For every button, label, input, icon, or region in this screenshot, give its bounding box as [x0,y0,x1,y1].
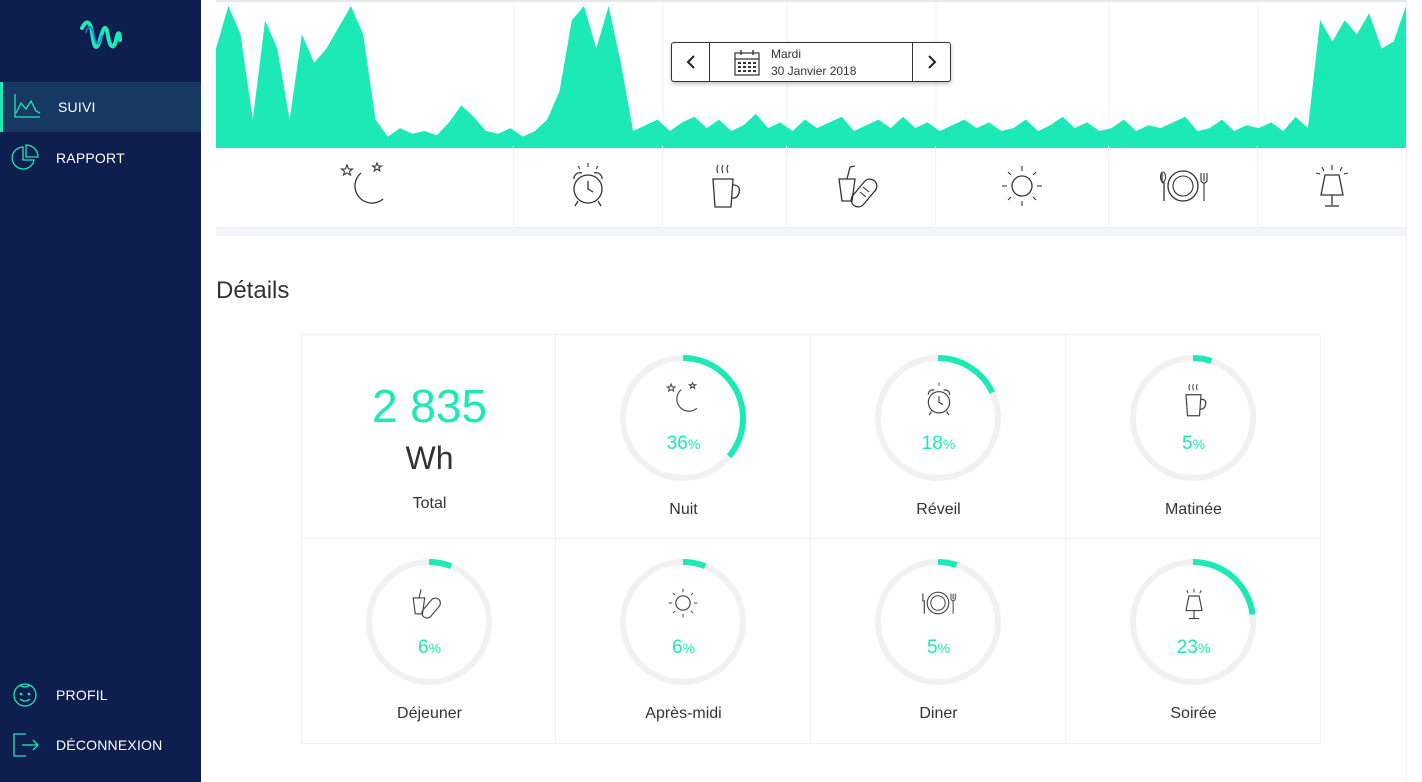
progress-ring [620,355,746,481]
alarm-clock-icon [927,382,951,416]
details-title: Détails [216,277,290,304]
percent-value: 5% [1181,433,1206,454]
period-cell-diner[interactable] [1109,146,1258,226]
period-cell-dejeuner[interactable] [787,146,936,226]
period-label: Après-midi [645,705,722,722]
progress-ring [620,559,746,685]
period-card-soiree[interactable]: 23% Soirée [1066,539,1321,744]
wave-logo-icon[interactable] [78,18,124,56]
date-picker-date: 30 Janvier 2018 [771,64,857,78]
lamp-icon [1315,165,1349,207]
consumption-area [216,6,1406,148]
percent-value: 36% [666,433,701,454]
moon-stars-icon [339,161,383,204]
logout-icon [13,733,39,757]
period-card-nuit[interactable]: 36% Nuit [556,334,811,539]
percent-value: 6% [671,637,696,658]
period-label: Réveil [916,501,961,518]
coffee-cup-icon [711,164,740,208]
progress-ring [1130,559,1256,685]
nav-label-rapport: RAPPORT [56,150,125,166]
moon-stars-icon [665,381,698,412]
period-label: Soirée [1170,705,1217,722]
total-value: 2 835 [371,380,488,432]
total-unit: Wh [405,440,454,476]
next-day-button[interactable] [912,43,950,81]
period-cell-soiree[interactable] [1258,146,1406,226]
date-picker-day: Mardi [771,47,802,61]
nav-item-rapport[interactable]: RAPPORT [0,133,201,183]
nav-label-deconnexion: DÉCONNEXION [56,737,163,753]
period-cell-reveil[interactable] [514,146,663,226]
period-label: Diner [919,705,958,722]
progress-ring [366,559,492,685]
consumption-panel [216,0,1406,228]
progress-ring [1130,355,1256,481]
total-label: Total [412,495,447,512]
period-card-diner[interactable]: 5% Diner [811,539,1066,744]
nav-item-deconnexion[interactable]: DÉCONNEXION [0,720,201,770]
period-card-apres-midi[interactable]: 6% Après-midi [556,539,811,744]
nav-label-profil: PROFIL [56,687,108,703]
percent-value: 23% [1176,637,1211,658]
nav-item-profil[interactable]: PROFIL [0,670,201,720]
total-card: 2 835 Wh Total [301,334,556,539]
period-label: Déjeuner [397,705,462,722]
previous-day-button[interactable] [672,43,710,81]
nav-label-suivi: SUIVI [58,99,96,115]
percent-value: 6% [417,637,442,658]
line-chart-icon [14,94,41,118]
plate-cutlery-icon [922,591,956,615]
period-label: Matinée [1165,501,1222,518]
period-label: Nuit [669,501,698,518]
coffee-cup-icon [1185,384,1207,417]
pie-chart-icon [11,144,39,170]
details-grid: 2 835 Wh Total 36% Nuit [301,334,1321,744]
right-scroll-gutter [1406,0,1422,782]
percent-value: 5% [926,637,951,658]
chevron-left-icon [686,55,695,69]
drink-sandwich-icon [838,165,878,208]
chevron-right-icon [927,55,936,69]
period-card-reveil[interactable]: 18% Réveil [811,334,1066,539]
period-icon-row [216,146,1406,228]
section-separator [216,228,1422,236]
sun-icon [668,588,698,618]
period-card-dejeuner[interactable]: 6% Déjeuner [301,539,556,744]
percent-value: 18% [921,433,956,454]
period-card-matinee[interactable]: 5% Matinée [1066,334,1321,539]
lamp-icon [1185,588,1203,620]
progress-ring [875,355,1001,481]
nav-item-suivi[interactable]: SUIVI [0,82,201,132]
alarm-clock-icon [573,163,603,207]
progress-ring [875,559,1001,685]
sidebar: SUIVI RAPPORT PROFIL [0,0,201,782]
plate-cutlery-icon [1159,170,1208,202]
period-cell-apres-midi[interactable] [936,146,1109,226]
period-cell-nuit[interactable] [216,146,514,226]
sun-icon [1002,166,1042,206]
calendar-icon[interactable] [734,49,760,77]
face-icon [13,683,37,707]
drink-sandwich-icon [412,589,441,619]
period-cell-matinee[interactable] [663,146,787,226]
date-picker: Mardi 30 Janvier 2018 [671,42,951,82]
